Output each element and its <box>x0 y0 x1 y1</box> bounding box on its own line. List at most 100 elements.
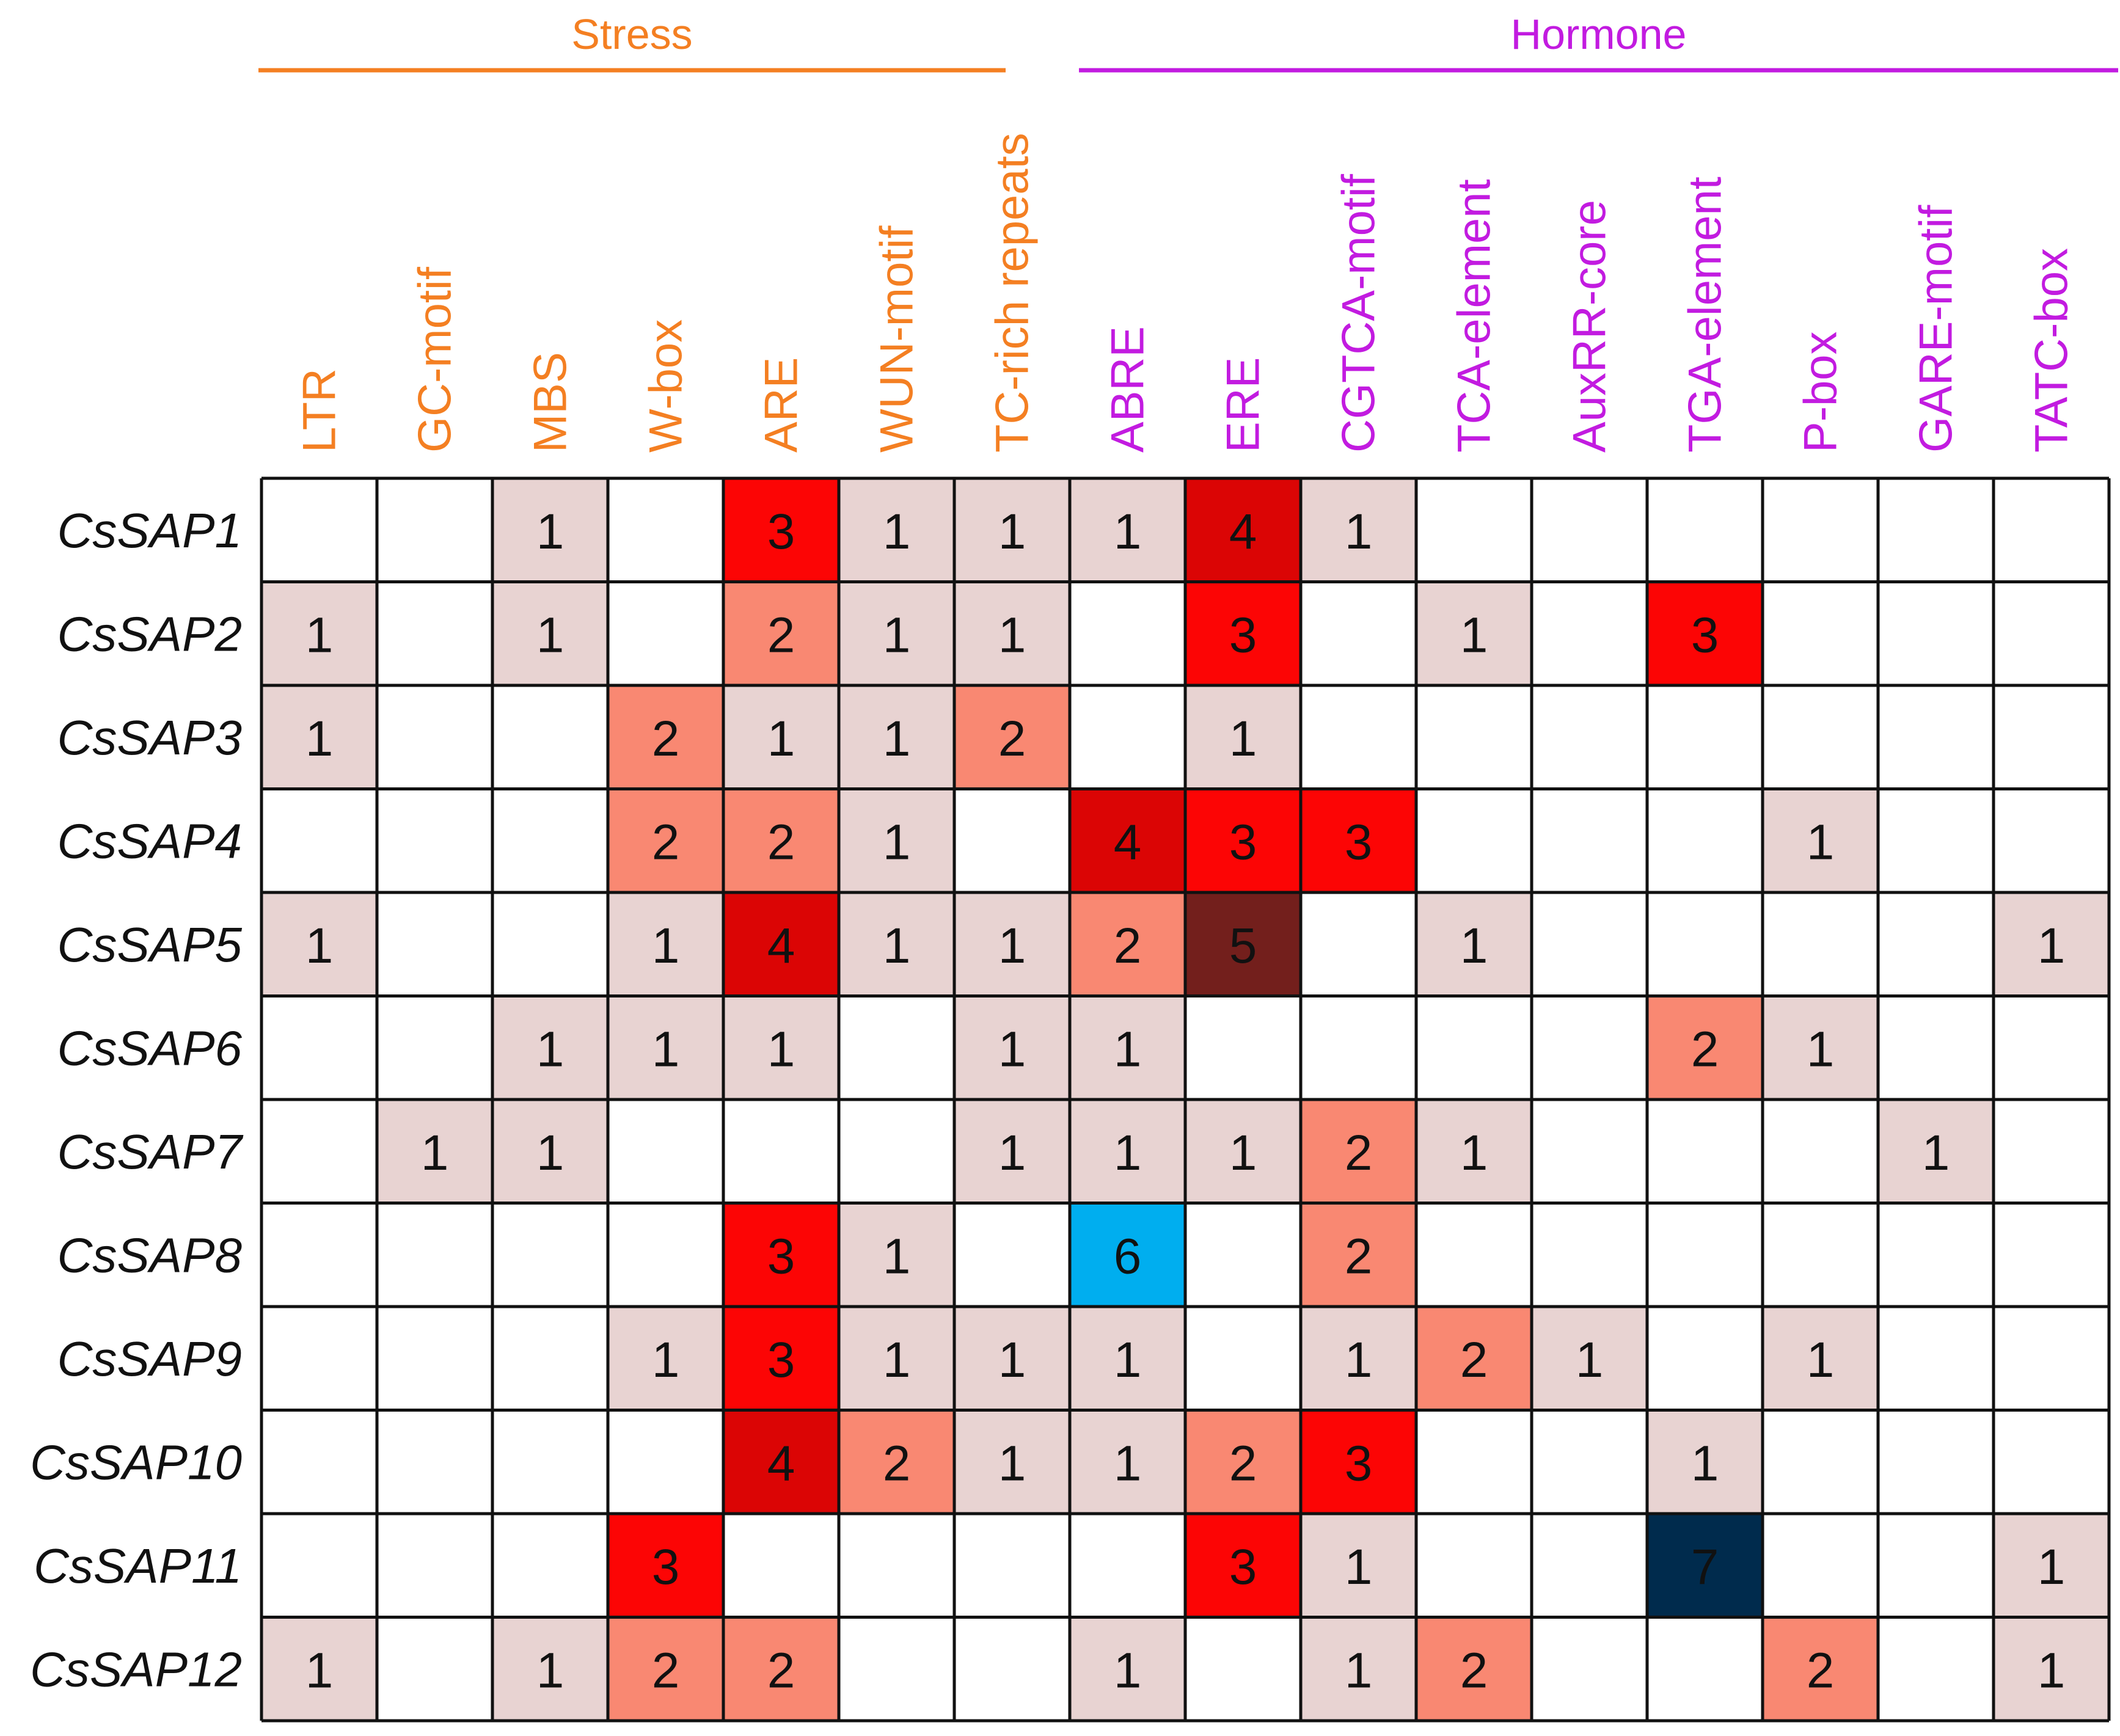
cell-value-label: 2 <box>1229 1435 1257 1491</box>
heatmap-cell <box>1416 892 1532 996</box>
heatmap-cell <box>839 582 954 685</box>
column-label: TATC-box <box>2026 248 2078 453</box>
cell-value-label: 1 <box>998 1435 1026 1491</box>
cell-value-label: 1 <box>536 504 565 560</box>
heatmap-cell <box>839 892 954 996</box>
heatmap-cell <box>608 996 723 1100</box>
heatmap-cell <box>1301 1100 1416 1203</box>
heatmap-cell <box>1301 1203 1416 1307</box>
heatmap-cell <box>839 685 954 789</box>
heatmap-cell <box>261 892 377 996</box>
cell-value-label: 1 <box>1229 1125 1257 1181</box>
cell-value-label: 1 <box>1460 918 1488 974</box>
heatmap-cell <box>1185 582 1301 685</box>
cell-value-label: 2 <box>652 1643 680 1698</box>
cell-value-label: 1 <box>998 607 1026 663</box>
heatmap-cell <box>1301 1410 1416 1514</box>
heatmap-cell <box>954 1307 1070 1410</box>
cell-value-label: 1 <box>1345 1332 1373 1388</box>
cell-value-label: 1 <box>1229 711 1257 767</box>
cell-value-label: 1 <box>1460 607 1488 663</box>
heatmap-cell <box>492 1617 608 1721</box>
heatmap-cell <box>954 892 1070 996</box>
heatmap-cell <box>608 789 723 892</box>
column-label: TC-rich repeats <box>987 133 1039 453</box>
heatmap-cell <box>1647 1410 1763 1514</box>
cell-value-label: 3 <box>1691 607 1719 663</box>
heatmap-cell <box>1763 996 1878 1100</box>
cell-value-label: 1 <box>767 711 795 767</box>
cell-value-label: 1 <box>1807 1332 1835 1388</box>
heatmap-cell <box>1763 1617 1878 1721</box>
cell-value-label: 3 <box>1229 814 1257 870</box>
cell-value-label: 4 <box>1114 814 1142 870</box>
cell-value-label: 4 <box>1229 504 1257 560</box>
cell-value-label: 6 <box>1114 1228 1142 1284</box>
cell-value-label: 2 <box>767 814 795 870</box>
heatmap-cell <box>1070 1203 1185 1307</box>
heatmap-cell <box>1070 1410 1185 1514</box>
cell-value-label: 1 <box>1807 1021 1835 1077</box>
heatmap-cell <box>1416 1100 1532 1203</box>
cell-value-label: 1 <box>767 1021 795 1077</box>
column-label: TCA-element <box>1449 179 1500 453</box>
heatmap-cell <box>954 685 1070 789</box>
heatmap-cell <box>839 789 954 892</box>
cell-value-label: 4 <box>767 918 795 974</box>
cell-value-label: 1 <box>883 918 911 974</box>
cell-value-label: 1 <box>536 1643 565 1698</box>
cell-value-label: 2 <box>1345 1125 1373 1181</box>
heatmap-cell <box>723 1307 839 1410</box>
heatmap-cell <box>723 478 839 582</box>
cell-value-label: 2 <box>998 711 1026 767</box>
heatmap-cell <box>1416 1307 1532 1410</box>
cell-value-label: 1 <box>1576 1332 1604 1388</box>
heatmap-cell <box>492 996 608 1100</box>
heatmap-cell <box>954 1410 1070 1514</box>
row-label: CsSAP3 <box>57 710 242 765</box>
heatmap-cell <box>1301 1514 1416 1617</box>
heatmap-cell <box>608 685 723 789</box>
row-label: CsSAP4 <box>57 814 242 868</box>
heatmap-cell <box>608 1514 723 1617</box>
heatmap-cell <box>839 478 954 582</box>
column-label: TGA-element <box>1680 177 1731 453</box>
heatmap-cell <box>954 996 1070 1100</box>
cell-value-label: 1 <box>883 711 911 767</box>
heatmap-cell <box>1994 1617 2109 1721</box>
cell-value-label: 2 <box>652 711 680 767</box>
heatmap-cell <box>723 685 839 789</box>
cell-value-label: 1 <box>305 711 334 767</box>
cell-value-label: 1 <box>652 918 680 974</box>
cell-value-label: 3 <box>767 1332 795 1388</box>
column-label: GARE-motif <box>1910 205 1962 453</box>
cell-value-label: 3 <box>767 504 795 560</box>
row-label: CsSAP6 <box>57 1021 243 1075</box>
heatmap-cell <box>1185 1514 1301 1617</box>
heatmap-cell <box>1185 892 1301 996</box>
column-label: ERE <box>1218 357 1270 453</box>
cell-value-label: 3 <box>1229 607 1257 663</box>
cell-value-label: 1 <box>2038 1539 2066 1595</box>
row-label: CsSAP7 <box>57 1125 244 1179</box>
heatmap-cell <box>1301 478 1416 582</box>
cell-value-label: 2 <box>1345 1228 1373 1284</box>
cell-value-label: 3 <box>652 1539 680 1595</box>
heatmap-cell <box>1647 1514 1763 1617</box>
group-label-hormone: Hormone <box>1511 10 1687 58</box>
heatmap-cell <box>1185 1100 1301 1203</box>
cell-value-label: 1 <box>1114 504 1142 560</box>
heatmap-cell <box>608 1617 723 1721</box>
heatmap-cell <box>608 1307 723 1410</box>
heatmap-cell <box>1301 1307 1416 1410</box>
cell-value-label: 1 <box>1114 1021 1142 1077</box>
cell-value-label: 1 <box>305 918 334 974</box>
row-label: CsSAP8 <box>57 1228 243 1282</box>
column-label: WUN-motif <box>871 225 923 453</box>
cell-value-label: 1 <box>1114 1125 1142 1181</box>
cell-value-label: 1 <box>1345 1539 1373 1595</box>
cell-value-label: 1 <box>421 1125 449 1181</box>
heatmap-cell <box>1647 582 1763 685</box>
heatmap-cell <box>1301 789 1416 892</box>
cell-value-label: 1 <box>536 1125 565 1181</box>
